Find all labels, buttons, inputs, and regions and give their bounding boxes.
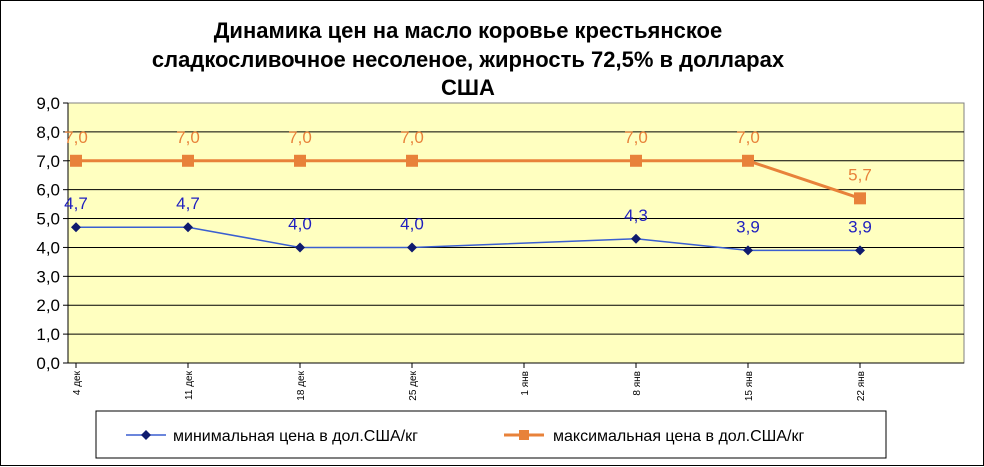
data-label-max: 7,0 bbox=[736, 128, 760, 147]
data-point-max bbox=[630, 154, 642, 167]
y-tick-label: 3,0 bbox=[36, 267, 60, 286]
data-point-min bbox=[295, 242, 305, 253]
x-tick-label: 25 дек bbox=[408, 370, 419, 400]
chart-title-line-2: сладкосливочное несоленое, жирность 72,5… bbox=[152, 47, 785, 72]
data-label-min: 4,7 bbox=[176, 194, 200, 213]
legend-marker-max bbox=[519, 430, 529, 440]
y-tick-label: 1,0 bbox=[36, 325, 60, 344]
data-point-max bbox=[70, 154, 82, 167]
data-point-max bbox=[182, 154, 194, 167]
legend-item-min: минимальная цена в дол.США/кг bbox=[126, 428, 418, 445]
y-tick-label: 5,0 bbox=[36, 210, 60, 229]
x-tick-label: 15 янв bbox=[744, 371, 755, 401]
data-point-min bbox=[407, 242, 417, 253]
y-tick-label: 7,0 bbox=[36, 152, 60, 171]
x-axis: 4 дек 11 дек 18 дек 25 дек 1 янв 8 янв 15 янв 2… bbox=[68, 362, 964, 401]
x-tick-label: 22 янв bbox=[856, 371, 867, 401]
x-tick-label: 4 дек bbox=[72, 370, 83, 395]
data-labels: 4,7 4,7 4,0 4,0 4,3 3,9 3,9 7,0 7,0 7,0 7,0 7,0 7,0 5… bbox=[64, 128, 872, 237]
data-label-max: 7,0 bbox=[176, 128, 200, 147]
legend-box bbox=[95, 410, 887, 459]
y-tick-label: 6,0 bbox=[36, 181, 60, 200]
data-point-max bbox=[406, 154, 418, 167]
data-label-min: 4,0 bbox=[288, 214, 312, 233]
chart-title: Динамика цен на масло коровье крестьянск… bbox=[152, 18, 785, 100]
chart-title-line-3: США bbox=[441, 75, 495, 100]
data-label-max: 7,0 bbox=[400, 128, 424, 147]
x-tick-label: 11 дек bbox=[184, 370, 195, 400]
plot-area bbox=[67, 102, 965, 364]
data-point-max bbox=[742, 154, 754, 167]
x-tick-label: 8 янв bbox=[632, 371, 643, 396]
legend-label-min: минимальная цена в дол.США/кг bbox=[173, 428, 418, 445]
data-label-min: 3,9 bbox=[736, 217, 760, 236]
y-tick-label: 9,0 bbox=[36, 94, 60, 113]
data-label-max: 7,0 bbox=[624, 128, 648, 147]
y-tick-label: 8,0 bbox=[36, 123, 60, 142]
data-label-max: 7,0 bbox=[288, 128, 312, 147]
y-tick-label: 2,0 bbox=[36, 296, 60, 315]
data-label-max: 5,7 bbox=[848, 165, 872, 184]
series-layer bbox=[70, 154, 866, 256]
data-point-min bbox=[71, 222, 81, 233]
data-label-min: 4,7 bbox=[64, 194, 88, 213]
y-tick-label: 0,0 bbox=[36, 354, 60, 373]
data-label-min: 3,9 bbox=[848, 217, 872, 236]
data-point-min bbox=[855, 245, 865, 256]
data-point-max bbox=[854, 192, 866, 205]
y-axis: 0,0 1,0 2,0 3,0 4,0 5,0 6,0 7,0 8,0 9,0 bbox=[36, 94, 69, 373]
data-point-min bbox=[183, 222, 193, 233]
legend-marker-min bbox=[141, 430, 151, 440]
legend: минимальная цена в дол.США/кг максимальн… bbox=[95, 410, 887, 459]
data-point-min bbox=[631, 233, 641, 244]
y-tick-label: 4,0 bbox=[36, 238, 60, 257]
data-label-min: 4,0 bbox=[400, 214, 424, 233]
x-tick-label: 18 дек bbox=[296, 370, 307, 400]
x-tick-label: 1 янв bbox=[520, 371, 531, 396]
chart-title-line-1: Динамика цен на масло коровье крестьянск… bbox=[214, 18, 722, 43]
data-point-min bbox=[743, 245, 753, 256]
data-label-min: 4,3 bbox=[624, 206, 648, 225]
data-point-max bbox=[294, 154, 306, 167]
legend-item-max: максимальная цена в дол.США/кг bbox=[504, 428, 804, 445]
data-label-max: 7,0 bbox=[64, 128, 88, 147]
legend-label-max: максимальная цена в дол.США/кг bbox=[553, 428, 804, 445]
